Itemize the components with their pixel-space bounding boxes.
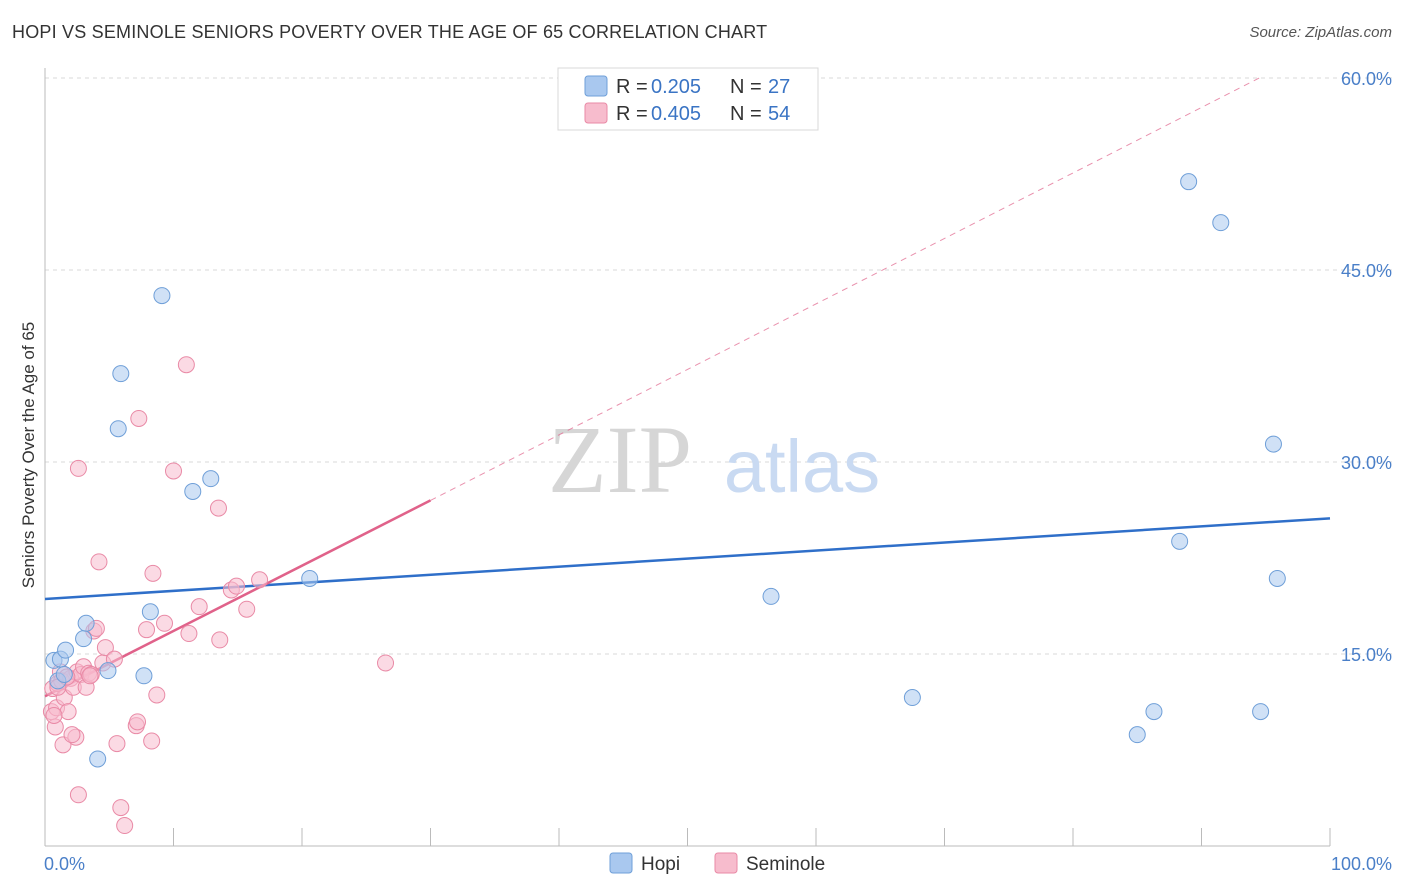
y-tick-label: 30.0%: [1341, 453, 1392, 473]
points-layer: [42, 173, 1286, 835]
hopi-point: [89, 750, 107, 768]
legend-n-value-hopi: 27: [768, 76, 790, 98]
seminole-point: [238, 600, 256, 618]
hopi-point: [1212, 214, 1230, 232]
stats-legend: R = 0.205 N = 27 R = 0.405 N = 54: [557, 67, 819, 131]
y-tick-label: 45.0%: [1341, 261, 1392, 281]
legend-n-value-seminole: 54: [768, 103, 790, 125]
hopi-point: [141, 603, 159, 621]
seminole-point: [130, 409, 148, 427]
watermark-zip: ZIP: [548, 406, 692, 513]
seminole-point: [69, 786, 87, 804]
legend-r-label-hopi: R =: [616, 76, 648, 98]
seminole-point: [129, 713, 147, 731]
hopi-point: [1128, 726, 1146, 744]
seminole-point: [165, 462, 182, 480]
seminole-point: [156, 614, 174, 632]
seminole-point: [112, 799, 130, 817]
y-axis-label: Seniors Poverty Over the Age of 65: [19, 322, 38, 588]
seminole-point: [138, 621, 156, 639]
hopi-point: [77, 614, 95, 632]
legend-n-label-hopi: N =: [730, 76, 762, 98]
series-legend: Hopi Seminole: [609, 852, 825, 875]
hopi-point: [1180, 173, 1198, 191]
seminole-point: [251, 571, 269, 589]
hopi-point: [1145, 703, 1163, 721]
seminole-point: [190, 598, 208, 616]
seminole-point: [211, 631, 229, 649]
hopi-point: [112, 365, 130, 383]
seminole-point: [108, 735, 126, 753]
hopi-point: [1252, 703, 1270, 721]
chart-title: HOPI VS SEMINOLE SENIORS POVERTY OVER TH…: [12, 22, 768, 42]
x-tick-label-max: 100.0%: [1331, 854, 1392, 874]
hopi-point: [99, 662, 117, 680]
hopi-point: [301, 569, 319, 587]
grid-layer: [45, 77, 1392, 655]
seminole-point: [144, 564, 162, 582]
seminole-point: [90, 553, 108, 571]
source-credit: Source: ZipAtlas.com: [1249, 24, 1392, 41]
legend-r-label-seminole: R =: [616, 103, 648, 125]
seminole-point: [63, 726, 81, 744]
hopi-point: [903, 689, 921, 707]
hopi-point: [184, 482, 202, 500]
bottom-legend-swatch-hopi: [609, 852, 633, 874]
seminole-point: [377, 654, 395, 672]
seminole-point: [69, 459, 87, 477]
seminole-point: [59, 703, 77, 721]
watermark: ZIP atlas: [548, 406, 880, 513]
hopi-point: [135, 667, 153, 685]
trend-layer: [44, 77, 1331, 698]
seminole-point: [96, 639, 114, 657]
seminole-trend-extension: [430, 77, 1260, 501]
seminole-point: [143, 732, 161, 750]
hopi-point: [75, 630, 93, 648]
hopi-point: [762, 587, 780, 605]
y-tick-label: 15.0%: [1341, 645, 1392, 665]
y-tick-label: 60.0%: [1341, 69, 1392, 89]
labels-layer: 15.0% 30.0% 45.0% 60.0% 0.0% 100.0%: [44, 69, 1392, 874]
seminole-point: [227, 577, 245, 595]
hopi-point: [55, 665, 73, 683]
legend-n-label-seminole: N =: [730, 103, 762, 125]
hopi-point: [1268, 569, 1286, 587]
hopi-point: [1264, 435, 1282, 453]
bottom-legend-seminole: Seminole: [746, 854, 825, 875]
legend-r-value-seminole: 0.405: [651, 103, 701, 125]
hopi-point: [202, 470, 220, 488]
seminole-point: [148, 686, 166, 704]
seminole-point: [180, 625, 198, 643]
hopi-point: [153, 287, 171, 305]
hopi-point: [109, 420, 127, 438]
watermark-atlas: atlas: [724, 425, 880, 508]
bottom-legend-swatch-seminole: [714, 852, 738, 874]
hopi-point: [57, 641, 75, 659]
seminole-point: [177, 356, 195, 374]
x-tick-label-min: 0.0%: [44, 854, 85, 874]
hopi-point: [1171, 532, 1189, 550]
seminole-point: [209, 499, 227, 517]
legend-swatch-seminole: [584, 102, 608, 124]
seminole-point: [116, 817, 134, 835]
seminole-point: [81, 667, 99, 685]
seminole-point: [45, 706, 63, 724]
legend-r-value-hopi: 0.205: [651, 76, 701, 98]
legend-swatch-hopi: [584, 75, 608, 97]
bottom-legend-hopi: Hopi: [641, 854, 680, 875]
